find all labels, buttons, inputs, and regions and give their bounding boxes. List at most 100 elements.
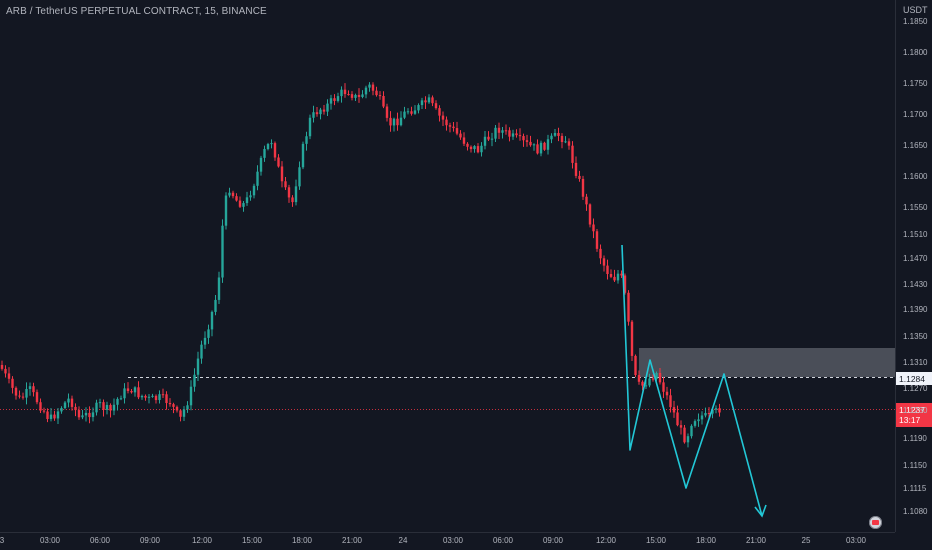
candle-body-down	[585, 196, 588, 205]
candle-body-down	[466, 143, 469, 147]
candle-body-up	[84, 412, 88, 416]
candle-body-up	[364, 87, 368, 95]
candle-body-up	[81, 415, 84, 418]
time-tick: 21:00	[745, 536, 767, 545]
candle-body-up	[28, 386, 32, 390]
time-axis[interactable]	[0, 532, 895, 550]
candle-body-down	[623, 275, 627, 293]
candle-body-up	[312, 112, 315, 118]
candle-body-up	[697, 419, 700, 422]
price-axis[interactable]	[895, 0, 932, 532]
candle-body-down	[508, 130, 511, 137]
time-tick: 06:00	[89, 536, 111, 545]
candle-body-down	[77, 410, 81, 418]
candle-body-up	[427, 97, 431, 103]
candle-body-down	[599, 248, 602, 259]
candle-body-up	[704, 413, 707, 416]
candle-body-down	[375, 90, 378, 96]
candle-body-down	[39, 402, 42, 411]
candle-body-up	[193, 374, 196, 387]
candle-body-down	[536, 144, 539, 154]
zone-price-value: 1.1284	[899, 374, 925, 384]
price-tick: 1.1270	[903, 384, 928, 393]
candle-body-up	[298, 167, 301, 187]
candle-body-down	[669, 395, 672, 408]
candle-body-up	[483, 136, 487, 146]
candle-body-down	[592, 224, 595, 232]
candle-body-down	[434, 103, 438, 109]
candle-body-down	[11, 378, 14, 388]
candle-body-down	[662, 382, 665, 392]
candle-body-down	[347, 94, 350, 96]
candle-body-down	[350, 94, 354, 98]
candle-body-down	[277, 157, 280, 167]
price-tick: 1.1150	[903, 461, 927, 470]
time-tick: 03:00	[39, 536, 61, 545]
candle-body-up	[417, 105, 420, 111]
candle-body-down	[53, 414, 56, 419]
candle-body-down	[102, 402, 105, 410]
candle-body-down	[438, 108, 441, 116]
candle-body-down	[637, 375, 641, 382]
candle-body-down	[445, 119, 448, 126]
candle-body-up	[151, 395, 154, 397]
candle-body-down	[168, 402, 172, 405]
candle-body-down	[172, 404, 175, 407]
price-tick: 1.1190	[903, 434, 927, 443]
candle-body-up	[490, 138, 494, 140]
price-tick: 1.1430	[903, 280, 928, 289]
candle-body-up	[399, 117, 403, 126]
candle-body-down	[46, 411, 49, 419]
candle-body-up	[200, 344, 203, 359]
candle-body-up	[690, 425, 693, 437]
candle-body-up	[305, 136, 308, 144]
candle-body-down	[665, 391, 669, 396]
candle-body-up	[67, 398, 70, 403]
candle-body-up	[105, 404, 109, 410]
time-tick: 09:00	[542, 536, 564, 545]
candle-body-down	[175, 406, 179, 411]
candle-body-up	[711, 409, 714, 414]
candle-body-down	[357, 94, 361, 97]
candle-body-down	[672, 407, 676, 413]
candle-body-down	[32, 386, 35, 393]
candle-body-down	[70, 398, 74, 407]
candle-countdown: 13:17	[899, 415, 921, 425]
resistance-zone	[639, 348, 895, 377]
candle-body-down	[567, 141, 571, 146]
candle-body-up	[340, 89, 343, 97]
candle-body-down	[452, 126, 455, 129]
candle-body-up	[693, 421, 697, 426]
candle-body-down	[291, 197, 294, 203]
candle-body-down	[630, 321, 634, 356]
candle-body-up	[203, 337, 207, 345]
candle-body-down	[641, 381, 644, 386]
candle-body-down	[525, 140, 529, 142]
price-tick: 1.1510	[903, 230, 928, 239]
candle-body-up	[616, 273, 620, 281]
candle-body-up	[214, 299, 217, 312]
candle-body-up	[49, 414, 53, 419]
candle-body-up	[700, 415, 704, 420]
candle-body-down	[14, 387, 18, 396]
candle-body-down	[378, 95, 382, 97]
candle-body-down	[679, 425, 683, 428]
candle-body-down	[676, 412, 679, 426]
candle-body-down	[235, 196, 238, 201]
price-tick: 1.1850	[903, 17, 928, 26]
candle-body-up	[319, 109, 322, 115]
candle-body-up	[550, 135, 553, 140]
candle-body-down	[543, 142, 546, 150]
price-tick: 1.1310	[903, 358, 928, 367]
candle-body-down	[613, 276, 616, 281]
candle-body-up	[294, 186, 298, 203]
exchange-logo-icon[interactable]	[869, 516, 882, 529]
candle-body-up	[182, 409, 186, 417]
price-tick: 1.1550	[903, 203, 928, 212]
candle-body-down	[154, 395, 158, 401]
candle-body-down	[487, 136, 490, 140]
candle-body-down	[581, 178, 585, 197]
candle-body-down	[396, 118, 399, 126]
